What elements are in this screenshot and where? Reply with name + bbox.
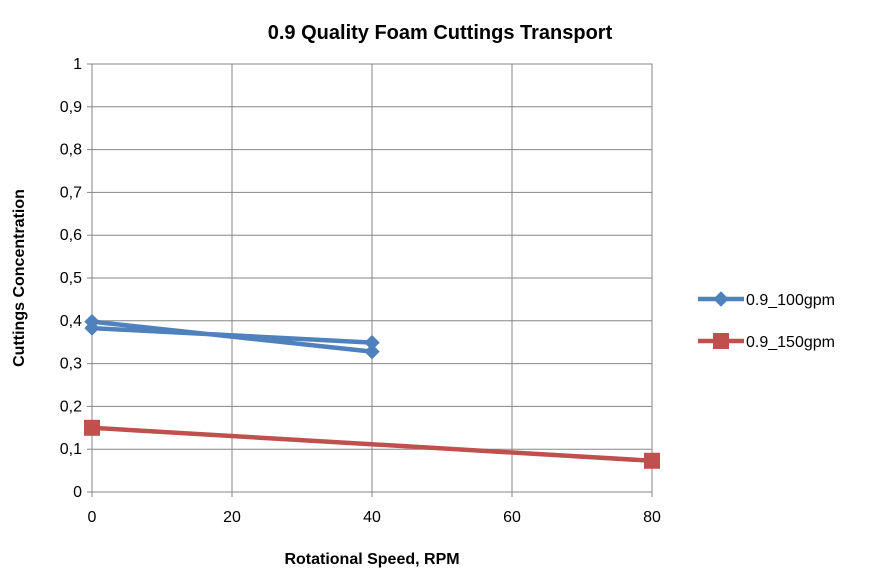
y-axis-title: Cuttings Concentration bbox=[11, 189, 28, 367]
legend-label: 0.9_100gpm bbox=[746, 292, 835, 309]
y-tick-label: 0 bbox=[73, 484, 82, 501]
data-point bbox=[364, 334, 380, 351]
series-0.9_150gpm bbox=[84, 419, 660, 469]
series-0.9_100gpm bbox=[84, 313, 380, 360]
x-tick-label: 40 bbox=[363, 509, 381, 526]
x-tick-label: 0 bbox=[88, 509, 97, 526]
legend-entry: 0.9_100gpm bbox=[698, 291, 835, 309]
data-point bbox=[364, 343, 380, 360]
legend: 0.9_100gpm 0.9_150gpm bbox=[698, 291, 835, 351]
y-tick-label: 0,5 bbox=[60, 270, 82, 287]
x-tick-label: 20 bbox=[223, 509, 241, 526]
y-tick-label: 0,3 bbox=[60, 356, 82, 373]
y-tick-label: 0,4 bbox=[60, 313, 82, 330]
y-tick-label: 0,6 bbox=[60, 227, 82, 244]
data-point bbox=[84, 419, 100, 436]
x-axis-title: Rotational Speed, RPM bbox=[284, 551, 459, 568]
chart-title: 0.9 Quality Foam Cuttings Transport bbox=[268, 22, 613, 44]
x-tick-label: 80 bbox=[643, 509, 661, 526]
legend-swatch-marker bbox=[713, 333, 729, 349]
series-layer bbox=[84, 313, 660, 469]
series-line bbox=[91, 425, 653, 464]
legend-swatch-marker bbox=[713, 291, 729, 307]
y-axis-ticks: 0 0,1 0,2 0,3 0,4 0,5 0,6 0,7 0,8 0,9 1 bbox=[60, 56, 92, 501]
x-tick-label: 60 bbox=[503, 509, 521, 526]
legend-entry: 0.9_150gpm bbox=[698, 333, 835, 351]
y-tick-label: 0,8 bbox=[60, 142, 82, 159]
y-tick-label: 0,7 bbox=[60, 184, 82, 201]
data-point bbox=[84, 320, 100, 336]
y-tick-label: 0,9 bbox=[60, 99, 82, 116]
y-tick-label: 0,2 bbox=[60, 398, 82, 415]
y-tick-label: 1 bbox=[73, 56, 82, 73]
data-point bbox=[644, 452, 660, 469]
x-axis-ticks: 0 20 40 60 80 bbox=[88, 492, 661, 526]
grid-lines bbox=[91, 63, 653, 493]
y-tick-label: 0,1 bbox=[60, 441, 82, 458]
legend-label: 0.9_150gpm bbox=[746, 334, 835, 351]
